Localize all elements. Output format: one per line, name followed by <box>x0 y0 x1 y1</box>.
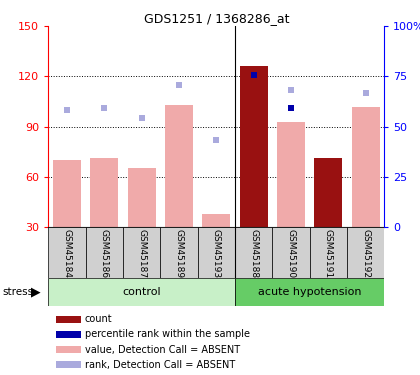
Bar <box>48 278 235 306</box>
Bar <box>352 106 380 227</box>
Bar <box>202 213 230 227</box>
Text: GSM45187: GSM45187 <box>137 230 146 279</box>
Text: control: control <box>122 286 161 297</box>
Bar <box>198 227 235 278</box>
Bar <box>160 227 198 278</box>
Title: GDS1251 / 1368286_at: GDS1251 / 1368286_at <box>144 12 289 25</box>
Bar <box>314 158 342 227</box>
Text: GSM45190: GSM45190 <box>286 230 295 279</box>
Bar <box>55 316 81 322</box>
Text: count: count <box>85 314 113 324</box>
Bar <box>310 227 347 278</box>
Text: rank, Detection Call = ABSENT: rank, Detection Call = ABSENT <box>85 360 235 370</box>
Text: percentile rank within the sample: percentile rank within the sample <box>85 329 250 339</box>
Text: GSM45188: GSM45188 <box>249 230 258 279</box>
Bar <box>90 158 118 227</box>
Bar <box>240 66 268 227</box>
Text: GSM45192: GSM45192 <box>361 230 370 278</box>
Bar <box>272 227 310 278</box>
Bar <box>123 227 160 278</box>
Text: GSM45189: GSM45189 <box>174 230 184 279</box>
Bar <box>347 227 384 278</box>
Bar <box>86 227 123 278</box>
Text: stress: stress <box>2 286 33 297</box>
Bar <box>55 362 81 368</box>
Bar <box>235 278 384 306</box>
Bar <box>48 227 86 278</box>
Text: GSM45184: GSM45184 <box>63 230 71 278</box>
Bar <box>53 160 81 227</box>
Bar <box>55 331 81 338</box>
Bar <box>55 346 81 353</box>
Bar <box>128 168 156 227</box>
Text: acute hypotension: acute hypotension <box>258 286 361 297</box>
Bar <box>277 122 305 227</box>
Text: GSM45186: GSM45186 <box>100 230 109 279</box>
Bar <box>235 227 272 278</box>
Text: GSM45191: GSM45191 <box>324 230 333 279</box>
Text: value, Detection Call = ABSENT: value, Detection Call = ABSENT <box>85 345 240 354</box>
Text: ▶: ▶ <box>31 285 40 298</box>
Text: GSM45193: GSM45193 <box>212 230 221 279</box>
Bar <box>165 105 193 227</box>
